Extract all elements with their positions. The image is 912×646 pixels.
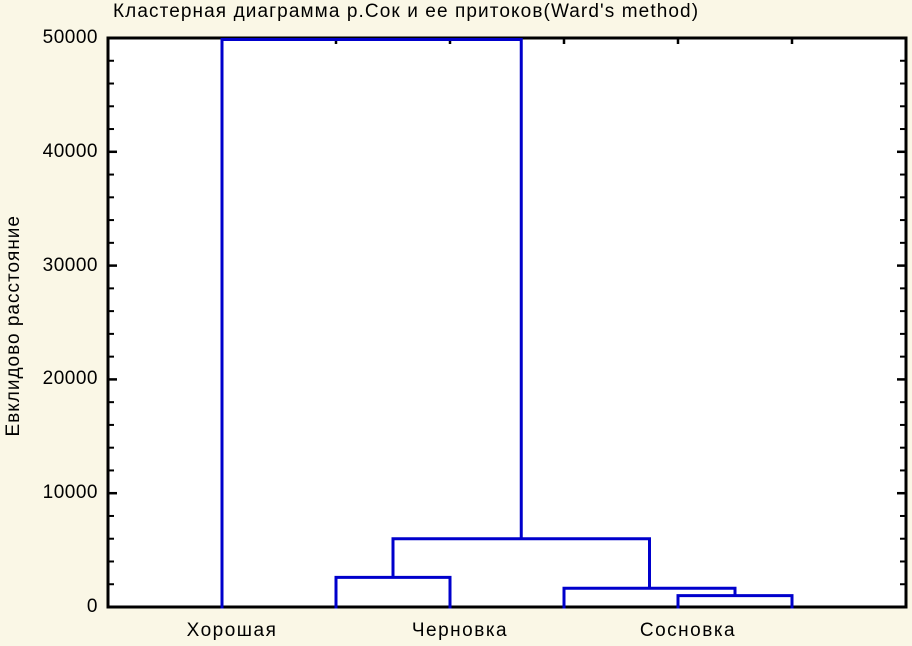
y-tick-label: 40000 [42,140,98,162]
y-tick-label: 0 [86,596,98,617]
plot-area [106,36,908,609]
y-tick-label: 20000 [42,368,98,390]
leaf-label: Черновка [411,620,509,641]
y-tick-label: 30000 [42,254,98,276]
chart-title: Кластерная диаграмма р.Сок и ее притоков… [113,1,700,22]
y-tick-label: 10000 [42,482,98,504]
dendrogram-lines [220,38,794,609]
leaf-label: Сосновка [639,620,737,641]
y-tick-label: 50000 [42,27,98,48]
leaf-label: Хорошая [186,620,278,641]
